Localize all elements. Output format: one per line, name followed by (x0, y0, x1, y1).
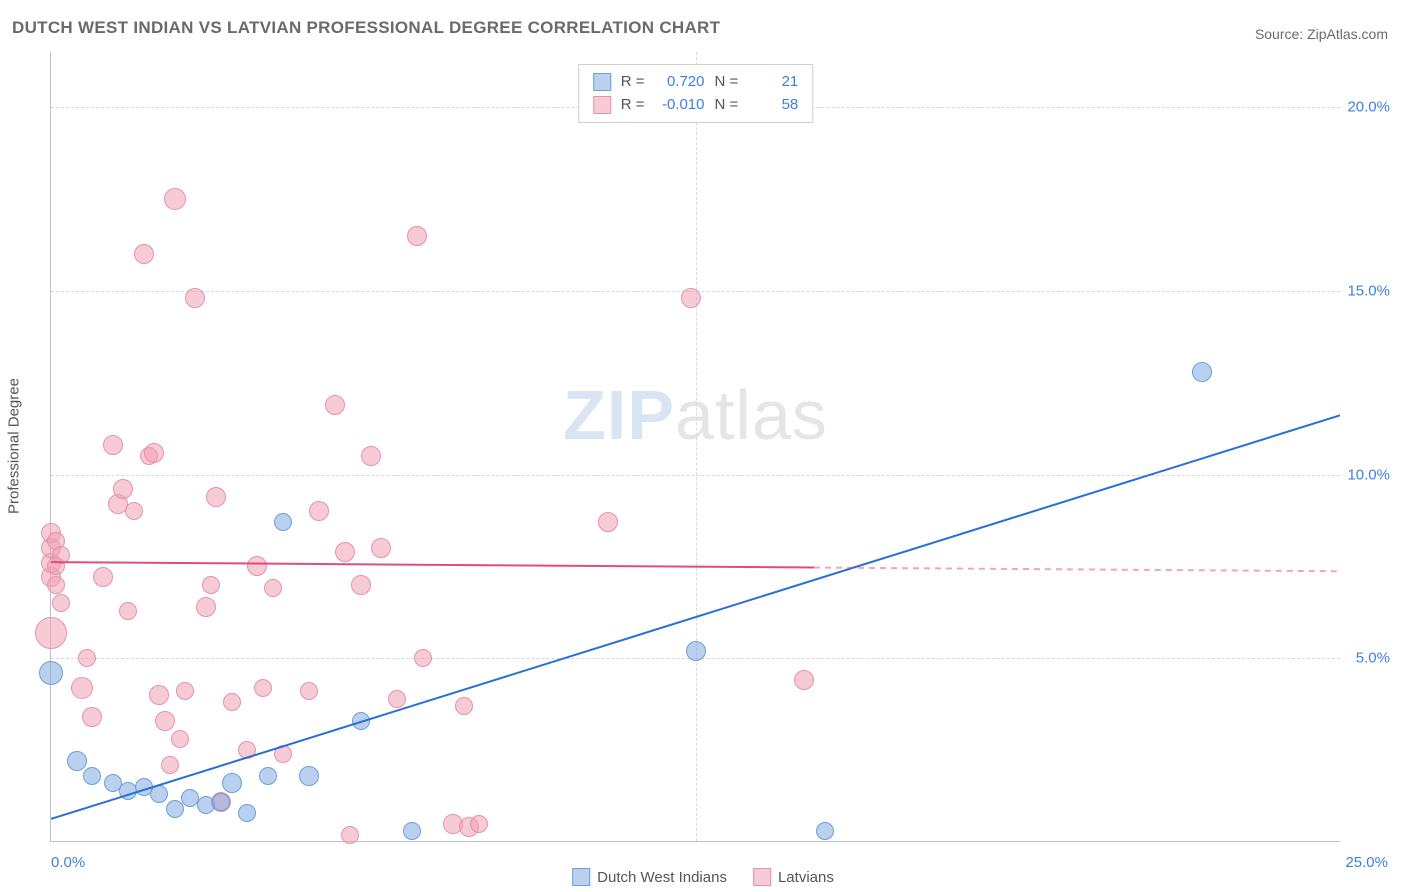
scatter-point-pink (93, 567, 113, 587)
scatter-point-blue (212, 793, 230, 811)
scatter-point-pink (113, 479, 133, 499)
watermark-atlas: atlas (675, 376, 828, 454)
scatter-point-pink (223, 693, 241, 711)
stat-r-label: R = (621, 71, 645, 94)
scatter-point-pink (125, 502, 143, 520)
stat-r-value: -0.010 (655, 94, 705, 117)
chart-title: DUTCH WEST INDIAN VS LATVIAN PROFESSIONA… (12, 18, 720, 38)
x-tick-max: 25.0% (1345, 854, 1388, 871)
plot-area: R = 0.720 N = 21 R = -0.010 N = 58 ZIPat… (50, 52, 1340, 842)
stat-n-label: N = (715, 71, 739, 94)
scatter-point-pink (414, 649, 432, 667)
x-tick-min: 0.0% (51, 854, 85, 871)
gridline-v (696, 52, 697, 841)
scatter-point-pink (264, 579, 282, 597)
legend-label-blue: Dutch West Indians (597, 869, 727, 886)
scatter-point-pink (155, 711, 175, 731)
scatter-point-pink (35, 617, 67, 649)
chart-container: DUTCH WEST INDIAN VS LATVIAN PROFESSIONA… (0, 0, 1406, 892)
scatter-point-pink (103, 435, 123, 455)
scatter-point-pink (47, 576, 65, 594)
scatter-point-blue (39, 661, 63, 685)
scatter-point-pink (794, 670, 814, 690)
scatter-point-blue (150, 785, 168, 803)
source-label: Source: ZipAtlas.com (1255, 26, 1388, 42)
scatter-point-blue (274, 513, 292, 531)
scatter-point-pink (388, 690, 406, 708)
swatch-pink (593, 96, 611, 114)
scatter-point-pink (206, 487, 226, 507)
stats-legend-box: R = 0.720 N = 21 R = -0.010 N = 58 (578, 64, 814, 123)
scatter-point-pink (351, 575, 371, 595)
y-tick-label: 10.0% (1342, 466, 1390, 483)
stats-row-blue: R = 0.720 N = 21 (593, 71, 799, 94)
scatter-point-pink (598, 512, 618, 532)
legend-item-blue: Dutch West Indians (572, 868, 727, 886)
scatter-point-blue (166, 800, 184, 818)
scatter-point-pink (309, 501, 329, 521)
y-tick-label: 5.0% (1342, 650, 1390, 667)
legend-item-pink: Latvians (753, 868, 834, 886)
scatter-point-pink (196, 597, 216, 617)
scatter-point-pink (71, 677, 93, 699)
scatter-point-pink (247, 556, 267, 576)
stat-n-value: 58 (748, 94, 798, 117)
legend-label-pink: Latvians (778, 869, 834, 886)
scatter-point-blue (222, 773, 242, 793)
legend-bottom: Dutch West Indians Latvians (572, 868, 834, 886)
scatter-point-pink (185, 288, 205, 308)
scatter-point-pink (171, 730, 189, 748)
scatter-point-pink (335, 542, 355, 562)
swatch-blue (572, 868, 590, 886)
scatter-point-pink (470, 815, 488, 833)
scatter-point-pink (161, 756, 179, 774)
stat-n-value: 21 (748, 71, 798, 94)
scatter-point-blue (1192, 362, 1212, 382)
scatter-point-pink (52, 594, 70, 612)
scatter-point-pink (455, 697, 473, 715)
y-axis-label: Professional Degree (6, 378, 23, 514)
scatter-point-pink (274, 745, 292, 763)
scatter-point-pink (144, 443, 164, 463)
scatter-point-pink (134, 244, 154, 264)
stat-r-value: 0.720 (655, 71, 705, 94)
scatter-point-pink (78, 649, 96, 667)
scatter-point-blue (816, 822, 834, 840)
scatter-point-pink (371, 538, 391, 558)
scatter-point-pink (341, 826, 359, 844)
swatch-blue (593, 73, 611, 91)
scatter-point-blue (83, 767, 101, 785)
scatter-point-pink (325, 395, 345, 415)
scatter-point-blue (259, 767, 277, 785)
scatter-point-blue (686, 641, 706, 661)
watermark-zip: ZIP (563, 376, 675, 454)
scatter-point-pink (202, 576, 220, 594)
scatter-point-pink (254, 679, 272, 697)
scatter-point-pink (52, 546, 70, 564)
scatter-point-pink (300, 682, 318, 700)
scatter-point-pink (82, 707, 102, 727)
scatter-point-pink (119, 602, 137, 620)
scatter-point-blue (238, 804, 256, 822)
scatter-point-pink (149, 685, 169, 705)
scatter-point-pink (361, 446, 381, 466)
swatch-pink (753, 868, 771, 886)
stat-n-label: N = (715, 94, 739, 117)
y-tick-label: 20.0% (1342, 99, 1390, 116)
scatter-point-blue (299, 766, 319, 786)
scatter-point-blue (352, 712, 370, 730)
stats-row-pink: R = -0.010 N = 58 (593, 94, 799, 117)
stat-r-label: R = (621, 94, 645, 117)
scatter-point-pink (407, 226, 427, 246)
y-tick-label: 15.0% (1342, 282, 1390, 299)
scatter-point-pink (176, 682, 194, 700)
scatter-point-blue (67, 751, 87, 771)
scatter-point-blue (403, 822, 421, 840)
scatter-point-pink (238, 741, 256, 759)
scatter-point-pink (681, 288, 701, 308)
scatter-point-pink (164, 188, 186, 210)
